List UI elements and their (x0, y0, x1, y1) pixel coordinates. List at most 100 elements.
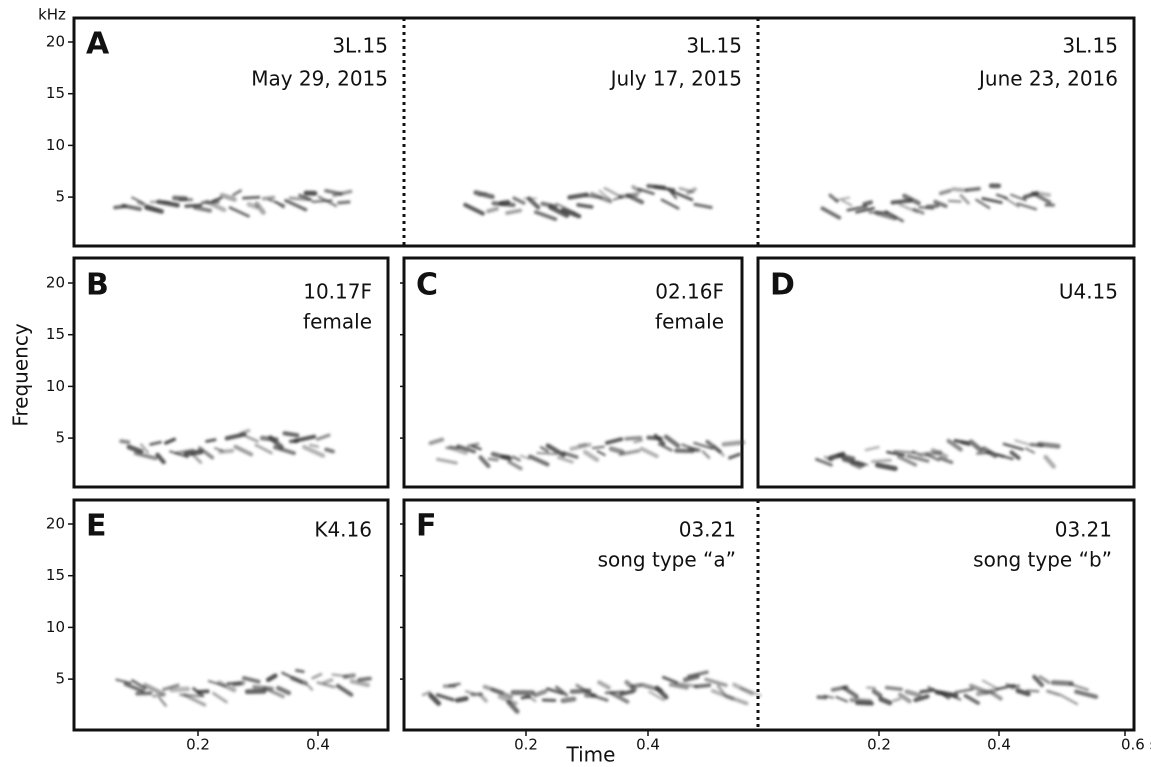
recording-id: U4.15 (1059, 280, 1118, 304)
syllable (841, 199, 853, 207)
syllable (661, 675, 678, 684)
syllable (539, 446, 549, 453)
syllable (949, 694, 962, 701)
syllable (304, 681, 314, 691)
syllable (701, 450, 711, 459)
syllable (577, 442, 588, 448)
syllable (1050, 680, 1074, 687)
syllable (849, 460, 863, 470)
x-tick-label: 0.4 (636, 736, 660, 754)
spectrogram (463, 183, 713, 222)
syllable (357, 676, 372, 682)
syllable (834, 196, 851, 202)
syllable (694, 683, 712, 689)
syllable (874, 210, 898, 221)
syllable (609, 691, 630, 704)
syllable (604, 437, 624, 445)
y-tick-label: 5 (55, 670, 65, 688)
panel-frame (402, 498, 1136, 732)
syllable (648, 690, 665, 702)
panel-letter: A (86, 27, 110, 62)
syllable (123, 682, 145, 693)
syllable (505, 208, 523, 215)
syllable (498, 199, 511, 206)
syllable (274, 200, 285, 209)
syllable (893, 450, 916, 454)
syllable (477, 191, 488, 197)
syllable (959, 194, 970, 205)
syllable (335, 683, 354, 697)
panel-letter: D (770, 268, 795, 303)
syllable (1009, 450, 1021, 460)
syllable (576, 203, 594, 209)
syllable (288, 196, 311, 202)
syllable (619, 689, 635, 697)
y-tick-label: 20 (46, 33, 65, 51)
syllable (212, 691, 228, 704)
syllable (486, 206, 499, 214)
syllable (560, 207, 582, 219)
syllable (1037, 441, 1061, 449)
syllable (603, 186, 622, 198)
syllable (448, 445, 468, 455)
syllable (1031, 191, 1052, 205)
syllable (954, 687, 974, 694)
syllable (913, 694, 930, 703)
recording-id: 3L.15 (332, 34, 388, 58)
syllable (294, 668, 305, 674)
syllable (693, 202, 713, 209)
syllable (897, 692, 912, 704)
x-tick-label: 0.2 (186, 736, 210, 754)
y-unit: kHz (38, 6, 66, 24)
recording-note: female (303, 310, 372, 334)
syllable (1046, 689, 1061, 697)
syllable (686, 187, 697, 195)
syllable (724, 694, 749, 706)
syllable (311, 672, 323, 680)
syllable (119, 439, 131, 445)
syllable (298, 193, 313, 202)
syllable (687, 446, 702, 453)
syllable (512, 196, 526, 205)
syllable (197, 446, 215, 460)
recording-note: May 29, 2015 (251, 67, 388, 91)
syllable (933, 199, 948, 208)
syllable (246, 201, 259, 210)
syllable (884, 210, 905, 223)
syllable (324, 447, 335, 454)
syllable (968, 439, 984, 453)
syllable (604, 690, 625, 695)
syllable (855, 206, 875, 214)
syllable (155, 452, 166, 465)
syllable (890, 198, 913, 205)
recording-note: female (655, 310, 724, 334)
spectrogram (814, 438, 1061, 472)
syllable (639, 446, 659, 459)
syllable (653, 185, 676, 192)
syllable (912, 207, 925, 215)
syllable (631, 185, 642, 194)
syllable (524, 694, 537, 703)
syllable (823, 694, 835, 699)
syllable (139, 443, 149, 454)
syllable (456, 444, 477, 454)
syllable (174, 448, 195, 455)
syllable (633, 439, 644, 444)
syllable (1003, 196, 1020, 208)
syllable (239, 428, 251, 436)
syllable (946, 438, 963, 452)
syllable (507, 460, 523, 471)
syllable (478, 455, 491, 469)
syllable (448, 682, 461, 687)
syllable (820, 206, 842, 220)
y-tick-label: 10 (46, 377, 65, 395)
recording-id: 02.16F (655, 280, 724, 304)
syllable (133, 451, 158, 461)
syllable (219, 192, 237, 202)
syllable (435, 693, 455, 702)
y-tick-label: 10 (46, 136, 65, 154)
syllable (302, 444, 326, 458)
syllable (158, 696, 167, 707)
syllable (204, 199, 227, 213)
spectrogram (816, 674, 1099, 706)
